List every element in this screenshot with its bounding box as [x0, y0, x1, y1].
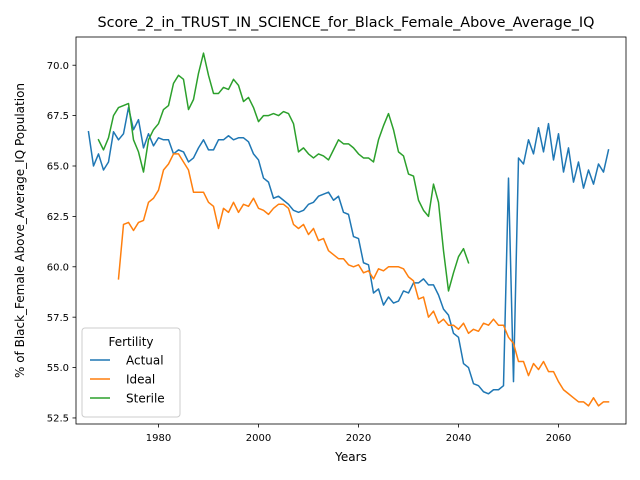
x-tick-label: 2060 [546, 433, 571, 444]
y-axis-label: % of Black_Female Above_Average_IQ Popul… [13, 83, 27, 378]
x-tick-label: 2040 [446, 433, 471, 444]
x-tick-label: 2000 [246, 433, 271, 444]
y-tick-label: 62.5 [47, 212, 69, 223]
series-lines [87, 52, 610, 407]
legend-box [81, 327, 181, 418]
series-line-actual [87, 106, 610, 395]
series-line-sterile [97, 52, 470, 292]
legend: Fertility Actual Ideal Sterile [81, 327, 181, 418]
plot-area [75, 36, 627, 425]
x-tick-label: 2020 [346, 433, 371, 444]
chart-title: Score_2_in_TRUST_IN_SCIENCE_for_Black_Fe… [98, 15, 595, 31]
x-axis: 1980 2000 2020 2040 2060 [146, 424, 571, 444]
y-tick-label: 67.5 [47, 111, 69, 122]
legend-title: Fertility [108, 335, 153, 349]
y-tick-label: 70.0 [47, 61, 69, 72]
y-tick-label: 57.5 [47, 313, 69, 324]
y-tick-label: 52.5 [47, 414, 69, 425]
x-axis-label: Years [334, 450, 367, 464]
y-axis: 52.5 55.0 57.5 60.0 62.5 65.0 67.5 70.0 [47, 61, 76, 425]
y-tick-label: 60.0 [47, 262, 69, 273]
legend-label-sterile: Sterile [126, 391, 165, 405]
y-tick-label: 55.0 [47, 363, 69, 374]
legend-label-actual: Actual [126, 353, 164, 367]
legend-label-ideal: Ideal [126, 372, 155, 386]
axes-frame [75, 36, 627, 425]
x-tick-label: 1980 [146, 433, 171, 444]
y-tick-label: 65.0 [47, 162, 69, 173]
series-line-ideal [117, 153, 610, 407]
